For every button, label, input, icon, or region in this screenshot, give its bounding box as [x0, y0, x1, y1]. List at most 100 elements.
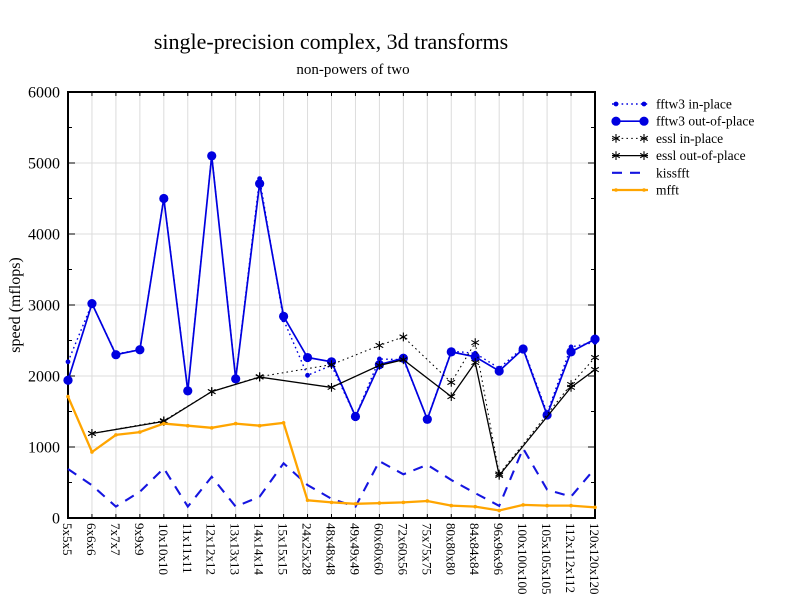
legend-label-kissfft: kissfft: [656, 165, 690, 180]
essl-out-of-place-marker: [375, 360, 384, 370]
essl-out-of-place-marker: [495, 471, 504, 480]
essl-in-place-marker: [611, 134, 621, 143]
legend-label-fftw3-in-place: fftw3 in-place: [656, 97, 732, 112]
essl-out-of-place-marker: [327, 382, 336, 392]
x-tick-label: 7x7x7: [108, 523, 123, 556]
fftw3-out-of-place-marker: [231, 374, 241, 384]
fftw3-out-of-place-marker: [590, 334, 600, 344]
essl-in-place-marker: [447, 377, 456, 387]
fftw3-out-of-place-marker: [302, 352, 313, 363]
mfft-marker: [66, 394, 70, 399]
mfft-marker: [138, 430, 142, 434]
x-tick-label: 10x10x10: [156, 523, 171, 575]
fftw3-out-of-place-marker: [87, 298, 97, 309]
mfft-marker: [642, 188, 646, 192]
fftw3-out-of-place-marker: [63, 375, 73, 385]
fftw3-in-place-marker: [641, 101, 647, 107]
essl-out-of-place-marker: [566, 382, 576, 392]
mfft-marker: [281, 421, 286, 425]
x-tick-label: 60x60x60: [371, 523, 386, 575]
legend-label-essl-in-place: essl in-place: [656, 131, 723, 146]
mfft-marker: [593, 505, 597, 510]
x-tick-label: 14x14x14: [252, 523, 267, 576]
mfft-marker: [90, 450, 94, 454]
essl-in-place-marker: [590, 353, 600, 362]
x-tick-label: 96x96x96: [491, 523, 506, 576]
fftw3-out-of-place-marker: [255, 178, 265, 189]
fftw3-in-place-marker: [305, 372, 310, 378]
y-tick-label: 2000: [28, 369, 60, 386]
essl-out-of-place-marker: [207, 387, 216, 397]
x-tick-label: 48x48x48: [324, 523, 339, 575]
essl-in-place-marker: [375, 341, 384, 350]
series-line-kissfft: [67, 446, 596, 509]
mfft-marker: [257, 423, 262, 428]
fftw3-out-of-place-marker: [566, 347, 576, 357]
x-tick-label: 100x100x100: [515, 523, 530, 595]
essl-out-of-place-marker: [447, 392, 456, 401]
x-tick-label: 105x105x105: [539, 523, 554, 595]
x-tick-label: 5x5x5: [60, 523, 75, 556]
x-tick-label: 112x112x112: [563, 523, 578, 593]
x-tick-label: 120x120x120: [587, 523, 602, 595]
mfft-marker: [521, 503, 525, 507]
fftw3-out-of-place-marker: [207, 151, 217, 161]
essl-out-of-place-marker: [639, 151, 649, 160]
mfft-marker: [185, 423, 190, 428]
x-tick-label: 80x80x80: [443, 523, 458, 575]
x-tick-label: 72x60x56: [395, 523, 410, 576]
mfft-marker: [569, 503, 573, 508]
legend-label-essl-out-of-place: essl out-of-place: [656, 148, 746, 163]
fftw3-out-of-place-marker: [278, 311, 289, 321]
essl-out-of-place-marker: [399, 355, 408, 365]
essl-out-of-place-marker: [611, 151, 621, 160]
chart-subtitle: non-powers of two: [296, 62, 410, 78]
essl-in-place-marker: [399, 332, 408, 342]
fftw3-out-of-place-marker: [542, 410, 552, 420]
mfft-marker: [545, 503, 549, 508]
essl-out-of-place-marker: [87, 429, 97, 438]
y-tick-label: 3000: [28, 298, 60, 315]
mfft-marker: [114, 433, 118, 437]
mfft-marker: [329, 500, 334, 505]
essl-in-place-marker: [327, 360, 336, 370]
x-tick-label: 12x12x12: [204, 523, 219, 575]
fftw3-out-of-place-marker: [446, 347, 456, 357]
essl-in-place-marker: [471, 338, 480, 348]
x-tick-label: 13x13x13: [228, 523, 243, 575]
y-tick-label: 5000: [28, 156, 60, 173]
y-tick-label: 6000: [28, 85, 60, 102]
essl-out-of-place-marker: [255, 372, 264, 382]
x-tick-label: 9x9x9: [132, 523, 147, 556]
mfft-marker: [425, 499, 430, 503]
fftw3-in-place-marker: [65, 359, 71, 365]
series-line-essl-out-of-place: [91, 358, 596, 477]
fftw3-out-of-place-marker: [111, 350, 121, 360]
mfft-marker: [377, 501, 382, 505]
fftw3-in-place-marker: [377, 356, 382, 362]
fftw3-out-of-place-marker: [159, 193, 169, 204]
x-tick-label: 15x15x15: [276, 523, 291, 575]
fftw3-out-of-place-marker: [135, 345, 145, 355]
fftw3-out-of-place-marker: [611, 116, 621, 126]
series-line-essl-in-place: [91, 336, 596, 476]
mfft-marker: [401, 500, 406, 505]
chart-title: single-precision complex, 3d transforms: [153, 29, 509, 54]
fftw3-out-of-place-marker: [183, 386, 193, 396]
x-tick-label: 49x49x49: [347, 523, 362, 575]
mfft-marker: [162, 421, 166, 426]
essl-out-of-place-marker: [471, 358, 480, 367]
fftw3-out-of-place-marker: [494, 366, 504, 376]
mfft-marker: [473, 504, 478, 509]
fftw3-out-of-place-marker: [350, 411, 361, 422]
fftw3-in-place-marker: [613, 101, 619, 107]
mfft-marker: [497, 508, 501, 513]
mfft-marker: [449, 503, 454, 508]
fftw3-out-of-place-marker: [518, 344, 528, 354]
x-tick-label: 6x6x6: [84, 523, 99, 556]
fftw3-out-of-place-marker: [470, 352, 480, 362]
x-tick-label: 11x11x11: [180, 523, 195, 574]
y-tick-label: 0: [52, 511, 60, 528]
